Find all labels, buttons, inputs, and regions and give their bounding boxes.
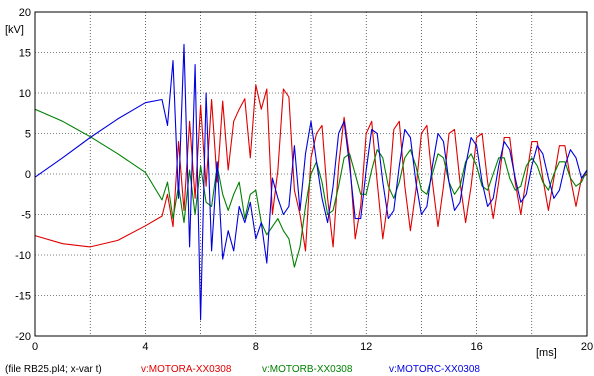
y-tick-label: 15 xyxy=(19,48,31,60)
y-axis-label: [kV] xyxy=(5,24,24,36)
series-lines xyxy=(34,43,588,321)
y-tick-label: 0 xyxy=(25,169,31,181)
legend: (file RB25.pl4; x-var t) v:MOTORA-XX0308… xyxy=(5,364,480,375)
legend-entry: v:MOTORB-XX0308 xyxy=(262,364,353,375)
x-tick-label: 20 xyxy=(581,341,593,353)
y-tick-label: 20 xyxy=(19,7,31,19)
legend-entry: v:MOTORC-XX0308 xyxy=(389,364,480,375)
x-tick-label: 4 xyxy=(142,341,148,353)
y-tick-label: -5 xyxy=(21,210,31,222)
x-axis-label: [ms] xyxy=(536,347,557,359)
series-line-1 xyxy=(34,84,588,252)
plot-frame xyxy=(34,11,588,337)
y-tick-label: 5 xyxy=(25,129,31,141)
axis-ticks: -20 -15 -10 -5 0 5 10 15 20 0 4 8 12 16 20 xyxy=(15,7,593,353)
series-line-3 xyxy=(34,43,588,321)
y-tick-label: -10 xyxy=(15,250,31,262)
y-tick-label: -20 xyxy=(15,331,31,343)
legend-entry: v:MOTORA-XX0308 xyxy=(141,364,232,375)
y-tick-label: 10 xyxy=(19,88,31,100)
x-tick-label: 12 xyxy=(360,341,372,353)
source-label: (file RB25.pl4; x-var t) xyxy=(5,364,102,375)
x-tick-label: 0 xyxy=(32,341,38,353)
x-tick-label: 16 xyxy=(470,341,482,353)
y-tick-label: -15 xyxy=(15,291,31,303)
x-tick-label: 8 xyxy=(253,341,259,353)
